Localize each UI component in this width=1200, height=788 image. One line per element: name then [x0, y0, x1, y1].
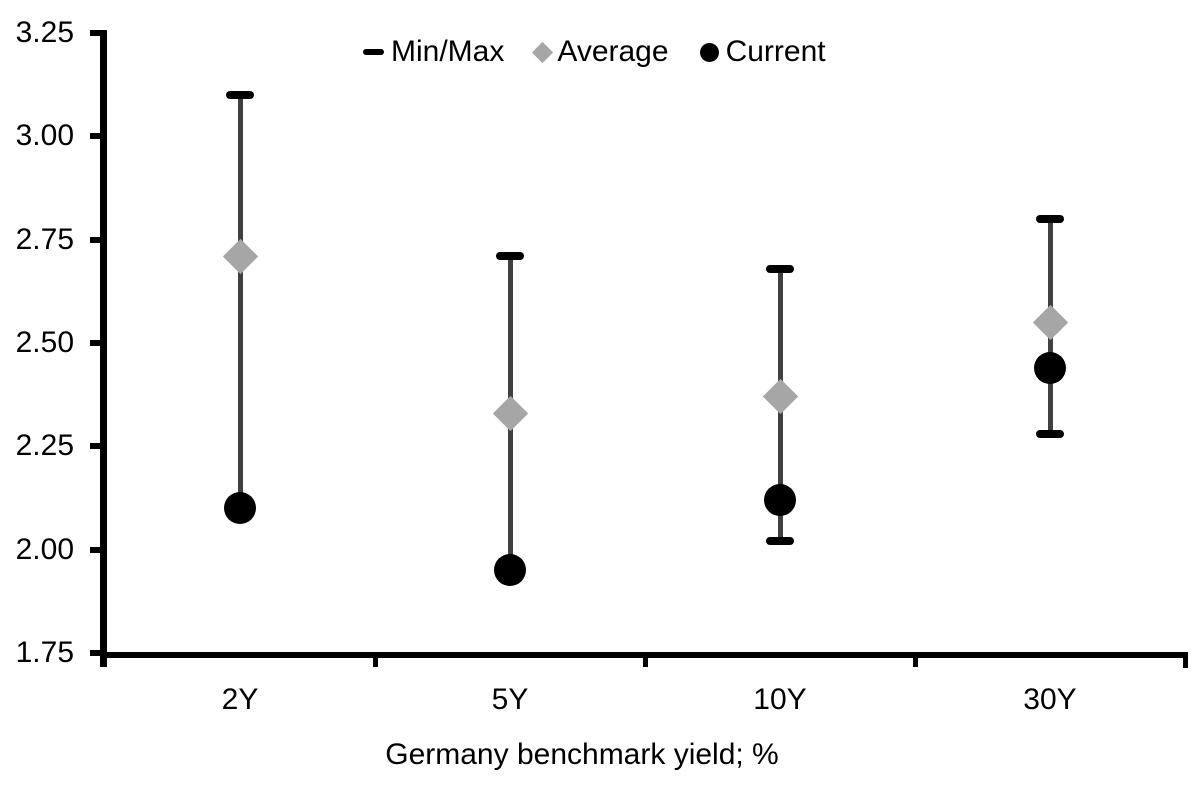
y-axis-tick [90, 30, 104, 36]
x-axis-tick-label: 2Y [221, 683, 259, 716]
y-axis-tick-label: 3.00 [15, 119, 74, 152]
y-axis-tick [90, 443, 104, 449]
y-axis-tick [90, 133, 104, 139]
y-axis-tick [90, 340, 104, 346]
x-axis-tick-label: 30Y [1023, 683, 1077, 716]
x-axis-tick [913, 652, 918, 667]
y-axis-tick-label: 2.50 [15, 326, 74, 359]
legend-label: Min/Max [391, 35, 505, 68]
diamond-legend-icon [532, 41, 554, 63]
legend-item: Average [532, 35, 669, 69]
average-diamond-marker [222, 238, 259, 275]
x-axis-end-tick [1183, 652, 1188, 668]
legend-item: Min/Max [363, 35, 504, 69]
minmax-cap-marker [766, 265, 794, 273]
x-axis-tick-label: 10Y [753, 683, 807, 716]
minmax-cap-marker [1036, 430, 1064, 438]
current-circle-marker [1034, 352, 1066, 384]
x-axis-tick [643, 652, 648, 667]
y-axis-tick [90, 650, 104, 656]
x-axis-title: Germany benchmark yield; % [385, 738, 779, 771]
circle-legend-icon [699, 42, 719, 62]
x-axis-tick-label: 5Y [491, 683, 529, 716]
minmax-cap-marker [1036, 215, 1064, 223]
legend-label: Average [557, 35, 669, 68]
legend-label: Current [725, 35, 826, 68]
current-circle-marker [764, 484, 796, 516]
average-diamond-marker [492, 395, 529, 432]
y-axis-tick-label: 2.00 [15, 533, 74, 566]
current-circle-marker [494, 554, 526, 586]
x-axis-tick [373, 652, 378, 667]
y-axis-line [100, 30, 107, 667]
y-axis-tick-label: 1.75 [15, 636, 74, 669]
chart-legend: Min/Max Average Current [363, 35, 826, 69]
dash-legend-icon [363, 49, 384, 55]
y-axis-tick [90, 547, 104, 553]
y-axis-tick-label: 2.75 [15, 223, 74, 256]
minmax-cap-marker [226, 91, 254, 99]
average-diamond-marker [1032, 304, 1069, 341]
y-axis-tick [90, 237, 104, 243]
current-circle-marker [224, 492, 256, 524]
minmax-cap-marker [496, 252, 524, 260]
minmax-cap-marker [766, 537, 794, 545]
average-diamond-marker [762, 378, 799, 415]
y-axis-tick-label: 2.25 [15, 429, 74, 462]
range-line [238, 95, 243, 508]
y-axis-tick-label: 3.25 [15, 16, 74, 49]
legend-item: Current [699, 35, 826, 69]
